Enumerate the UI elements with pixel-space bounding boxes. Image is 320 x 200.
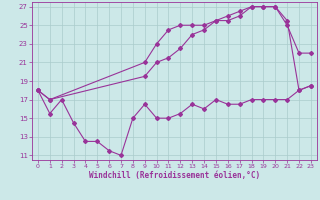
X-axis label: Windchill (Refroidissement éolien,°C): Windchill (Refroidissement éolien,°C) [89,171,260,180]
